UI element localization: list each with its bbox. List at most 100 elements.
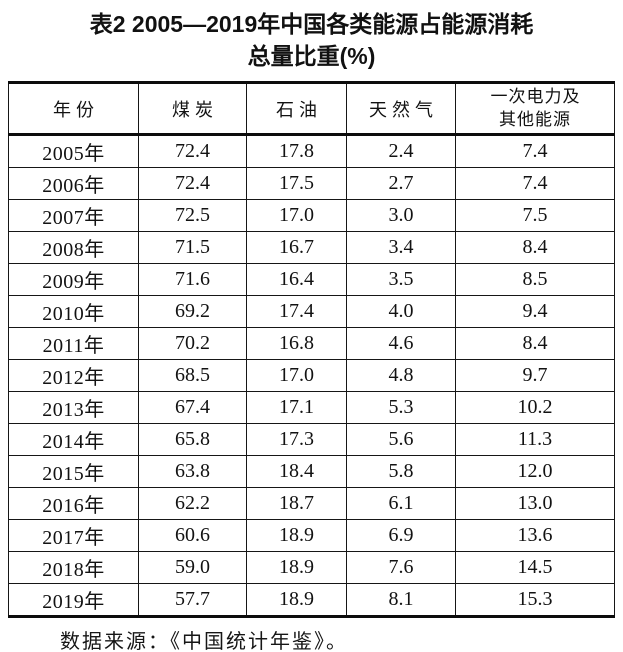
value-cell: 17.4 <box>246 295 347 328</box>
data-source-note: 数据来源：《中国统计年鉴》。 <box>60 631 348 652</box>
value-cell: 9.7 <box>455 359 615 392</box>
column-header-year: 年份 <box>8 81 139 136</box>
value-cell: 67.4 <box>138 391 247 424</box>
value-cell: 18.9 <box>246 551 347 584</box>
value-cell: 9.4 <box>455 295 615 328</box>
value-cell: 72.4 <box>138 167 247 200</box>
value-cell: 16.7 <box>246 231 347 264</box>
value-cell: 13.6 <box>455 519 615 552</box>
table-row: 2012年 68.5 17.0 4.8 9.7 <box>8 359 615 392</box>
year-cell: 2019年 <box>8 583 139 618</box>
year-cell: 2015年 <box>8 455 139 488</box>
value-cell: 6.1 <box>346 487 456 520</box>
year-cell: 2013年 <box>8 391 139 424</box>
column-header-primary-electricity-other: 一次电力及 其他能源 <box>455 81 615 136</box>
value-cell: 17.0 <box>246 199 347 232</box>
value-cell: 18.9 <box>246 583 347 618</box>
table-row: 2006年 72.4 17.5 2.7 7.4 <box>8 167 615 200</box>
value-cell: 3.0 <box>346 199 456 232</box>
value-cell: 62.2 <box>138 487 247 520</box>
table-row: 2015年 63.8 18.4 5.8 12.0 <box>8 455 615 488</box>
year-cell: 2010年 <box>8 295 139 328</box>
energy-share-table: 年份 煤炭 石油 天然气 一次电力及 其他能源 2005年 72.4 17.8 2.4… <box>8 81 615 618</box>
table-row: 2010年 69.2 17.4 4.0 9.4 <box>8 295 615 328</box>
value-cell: 63.8 <box>138 455 247 488</box>
table-title-line2: 总量比重(%) <box>247 43 376 69</box>
header-row: 年份 煤炭 石油 天然气 一次电力及 其他能源 <box>8 81 615 136</box>
table-title: 表2 2005—2019年中国各类能源占能源消耗 总量比重(%) <box>0 0 623 72</box>
table-row: 2017年 60.6 18.9 6.9 13.6 <box>8 519 615 552</box>
value-cell: 7.4 <box>455 167 615 200</box>
value-cell: 72.4 <box>138 134 247 168</box>
value-cell: 14.5 <box>455 551 615 584</box>
value-cell: 11.3 <box>455 423 615 456</box>
table-row: 2018年 59.0 18.9 7.6 14.5 <box>8 551 615 584</box>
value-cell: 3.4 <box>346 231 456 264</box>
value-cell: 60.6 <box>138 519 247 552</box>
value-cell: 3.5 <box>346 263 456 296</box>
table-row: 2016年 62.2 18.7 6.1 13.0 <box>8 487 615 520</box>
value-cell: 18.9 <box>246 519 347 552</box>
table-title-line1: 表2 2005—2019年中国各类能源占能源消耗 <box>89 11 534 37</box>
value-cell: 15.3 <box>455 583 615 618</box>
value-cell: 8.1 <box>346 583 456 618</box>
value-cell: 5.6 <box>346 423 456 456</box>
year-cell: 2018年 <box>8 551 139 584</box>
value-cell: 65.8 <box>138 423 247 456</box>
year-cell: 2017年 <box>8 519 139 552</box>
value-cell: 2.4 <box>346 134 456 168</box>
value-cell: 7.4 <box>455 134 615 168</box>
value-cell: 17.1 <box>246 391 347 424</box>
value-cell: 71.6 <box>138 263 247 296</box>
table-body: 2005年 72.4 17.8 2.4 7.4 2006年 72.4 17.5 2.7 7.4 20… <box>8 134 615 618</box>
year-cell: 2006年 <box>8 167 139 200</box>
table-header: 年份 煤炭 石油 天然气 一次电力及 其他能源 <box>8 81 615 136</box>
year-cell: 2012年 <box>8 359 139 392</box>
value-cell: 6.9 <box>346 519 456 552</box>
value-cell: 17.0 <box>246 359 347 392</box>
column-header-oil: 石油 <box>246 81 347 136</box>
column-header-coal: 煤炭 <box>138 81 247 136</box>
value-cell: 4.8 <box>346 359 456 392</box>
value-cell: 57.7 <box>138 583 247 618</box>
value-cell: 8.4 <box>455 231 615 264</box>
value-cell: 18.4 <box>246 455 347 488</box>
table-row: 2013年 67.4 17.1 5.3 10.2 <box>8 391 615 424</box>
table-row: 2019年 57.7 18.9 8.1 15.3 <box>8 583 615 618</box>
value-cell: 12.0 <box>455 455 615 488</box>
value-cell: 70.2 <box>138 327 247 360</box>
value-cell: 68.5 <box>138 359 247 392</box>
value-cell: 17.3 <box>246 423 347 456</box>
value-cell: 17.8 <box>246 134 347 168</box>
value-cell: 8.5 <box>455 263 615 296</box>
value-cell: 69.2 <box>138 295 247 328</box>
table-row: 2011年 70.2 16.8 4.6 8.4 <box>8 327 615 360</box>
year-cell: 2014年 <box>8 423 139 456</box>
value-cell: 8.4 <box>455 327 615 360</box>
table-row: 2005年 72.4 17.8 2.4 7.4 <box>8 134 615 168</box>
value-cell: 4.6 <box>346 327 456 360</box>
value-cell: 71.5 <box>138 231 247 264</box>
year-cell: 2008年 <box>8 231 139 264</box>
value-cell: 5.8 <box>346 455 456 488</box>
column-header-natural-gas: 天然气 <box>346 81 456 136</box>
value-cell: 5.3 <box>346 391 456 424</box>
value-cell: 59.0 <box>138 551 247 584</box>
value-cell: 2.7 <box>346 167 456 200</box>
value-cell: 7.6 <box>346 551 456 584</box>
year-cell: 2007年 <box>8 199 139 232</box>
value-cell: 13.0 <box>455 487 615 520</box>
table-row: 2008年 71.5 16.7 3.4 8.4 <box>8 231 615 264</box>
year-cell: 2016年 <box>8 487 139 520</box>
value-cell: 17.5 <box>246 167 347 200</box>
table-row: 2014年 65.8 17.3 5.6 11.3 <box>8 423 615 456</box>
value-cell: 72.5 <box>138 199 247 232</box>
value-cell: 4.0 <box>346 295 456 328</box>
table-row: 2007年 72.5 17.0 3.0 7.5 <box>8 199 615 232</box>
year-cell: 2009年 <box>8 263 139 296</box>
table-row: 2009年 71.6 16.4 3.5 8.5 <box>8 263 615 296</box>
value-cell: 7.5 <box>455 199 615 232</box>
value-cell: 10.2 <box>455 391 615 424</box>
value-cell: 18.7 <box>246 487 347 520</box>
